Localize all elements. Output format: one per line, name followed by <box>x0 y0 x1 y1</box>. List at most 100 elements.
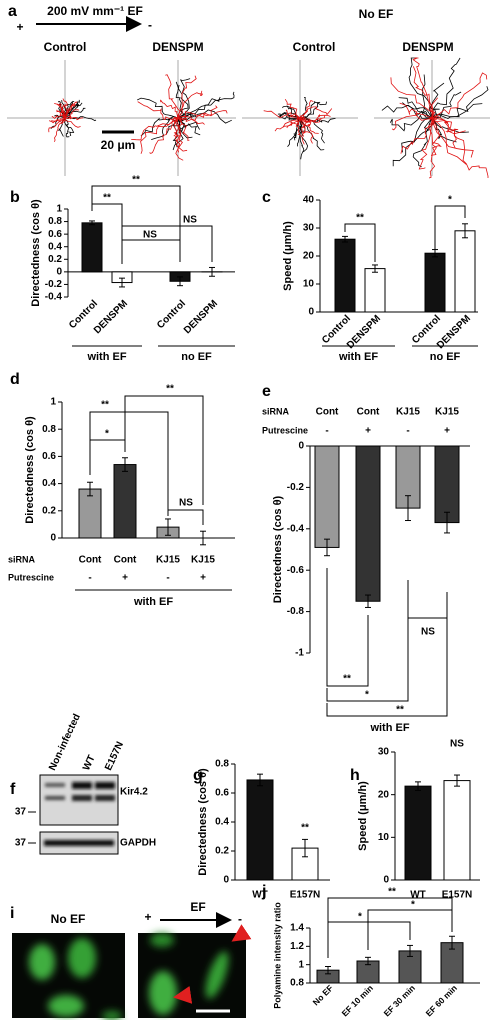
significance-label: ** <box>166 384 174 395</box>
y-tick-label: 0 <box>50 533 56 544</box>
panel-label: b <box>10 189 20 206</box>
trajectory <box>64 102 83 119</box>
bar <box>246 779 274 881</box>
significance-label: ** <box>103 193 111 204</box>
trajectory <box>299 101 327 120</box>
bar <box>454 230 476 313</box>
bar <box>424 252 446 313</box>
trajectory <box>299 99 314 119</box>
panel-label: c <box>262 189 271 206</box>
minus: - <box>238 912 242 926</box>
trajectory <box>177 117 201 136</box>
row-label: Putrescine <box>8 572 54 582</box>
y-axis-label: Polyamine intensity ratio <box>272 902 282 1009</box>
y-axis-label: Speed (μm/h) <box>357 781 369 851</box>
y-tick-label: 30 <box>378 747 390 758</box>
plot-title: Control <box>44 40 87 54</box>
significance-bracket <box>89 439 126 475</box>
trajectory <box>64 102 80 120</box>
trajectory <box>137 101 179 121</box>
trajectory <box>177 117 190 141</box>
trajectory <box>299 117 311 127</box>
trajectory <box>391 112 433 131</box>
y-tick-label: 0.4 <box>48 241 62 252</box>
panel-label: h <box>350 767 360 784</box>
trajectory <box>176 90 204 119</box>
trajectory <box>64 116 84 121</box>
y-tick-label: 0.2 <box>42 505 56 516</box>
trajectory <box>431 57 461 119</box>
plot-title: DENSPM <box>152 40 203 54</box>
minus: - <box>148 18 152 32</box>
trajectory <box>412 66 433 119</box>
y-tick-label: -0.2 <box>45 279 63 290</box>
band-label: GAPDH <box>120 838 156 849</box>
row-label: siRNA <box>8 554 36 564</box>
trajectory <box>64 101 78 119</box>
significance-label: * <box>105 429 109 440</box>
putrescine-label: - <box>166 573 169 584</box>
trajectory <box>149 116 179 154</box>
significance-bracket <box>121 239 181 262</box>
significance-bracket <box>327 897 453 955</box>
panel-label: g <box>193 767 203 784</box>
group-label: no EF <box>430 351 461 363</box>
x-tick-label: EF 10 min <box>340 983 375 1018</box>
y-tick-label: 0 <box>298 441 304 452</box>
bar <box>364 268 386 313</box>
y-tick-label: 1.4 <box>290 923 304 934</box>
bar <box>334 238 356 313</box>
y-axis-label: Directedness (cos θ) <box>197 768 209 876</box>
trajectory <box>390 77 434 119</box>
panel-label: j <box>261 883 266 900</box>
group-label: with EF <box>133 596 173 608</box>
trajectory <box>54 117 66 142</box>
trajectory <box>51 114 66 119</box>
significance-label: ** <box>132 175 140 186</box>
trajectory <box>177 110 228 121</box>
y-tick-label: 0 <box>383 875 389 886</box>
panel-label: d <box>10 371 20 388</box>
y-tick-label: -0.4 <box>287 523 305 534</box>
trajectory <box>177 96 221 119</box>
significance-bracket <box>326 580 409 702</box>
y-tick-label: 0 <box>308 307 314 318</box>
trajectory <box>160 99 179 119</box>
panel-label: f <box>10 781 16 798</box>
y-tick-label: 0 <box>56 266 62 277</box>
trajectory <box>418 117 433 170</box>
bar <box>434 445 460 524</box>
significance-label: ** <box>396 705 404 716</box>
bar <box>443 780 471 881</box>
trajectory <box>62 98 68 119</box>
blot-band <box>44 840 114 846</box>
group-label: with EF <box>86 351 126 363</box>
trajectory <box>431 103 483 120</box>
trajectory <box>263 110 301 119</box>
y-tick-label: 0 <box>223 875 229 886</box>
field-label: EF <box>190 900 205 914</box>
significance-bracket <box>326 568 369 687</box>
trajectory <box>175 81 189 119</box>
x-tick-label: Cont <box>79 555 102 566</box>
trajectory <box>175 84 183 119</box>
y-tick-label: 0.6 <box>42 451 56 462</box>
cells <box>29 933 229 1020</box>
significance-label: ** <box>388 887 396 898</box>
trajectory <box>431 117 489 178</box>
x-tick-label: E157N <box>442 890 473 901</box>
bar <box>81 222 103 273</box>
trajectory <box>151 116 179 140</box>
significance-bracket <box>124 395 204 505</box>
trajectory <box>431 117 467 165</box>
trajectory <box>299 117 319 134</box>
significance-bracket <box>407 586 448 619</box>
significance-bracket <box>121 225 213 262</box>
row-label: siRNA <box>262 406 290 416</box>
trajectory <box>286 117 301 129</box>
y-tick-label: 1 <box>50 397 56 408</box>
trajectory <box>285 109 301 119</box>
y-tick-label: 30 <box>303 223 315 234</box>
putrescine-label: - <box>406 426 409 437</box>
y-tick-label: 0.4 <box>215 817 229 828</box>
